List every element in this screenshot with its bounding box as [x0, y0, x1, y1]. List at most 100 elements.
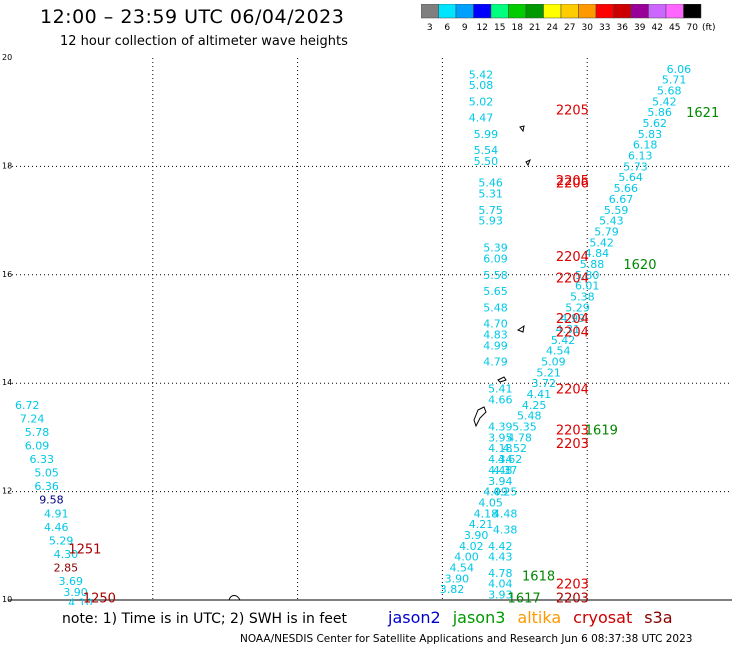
wave-height-label: 4.10: [68, 597, 93, 605]
wave-height-label: 4.39: [488, 421, 513, 434]
wave-height-label: 4.25: [493, 486, 518, 499]
time-annotation: 2205: [556, 103, 589, 118]
scale-label: 21: [529, 23, 540, 33]
time-annotation: 1620: [623, 258, 656, 273]
wave-height-label: 4.84: [585, 247, 610, 260]
wave-height-label: 4.52: [503, 442, 528, 455]
wave-height-label: 5.02: [469, 95, 494, 108]
wave-height-label: 4.78: [488, 567, 513, 580]
time-annotation: 2206: [556, 177, 589, 192]
wave-height-label: 4.70: [483, 318, 508, 331]
wave-height-label: 3.82: [440, 583, 465, 596]
scale-label: 45: [669, 23, 680, 33]
wave-height-label: 6.36: [34, 480, 59, 493]
time-annotation: 1618: [522, 570, 555, 585]
wave-height-label: 5.88: [580, 258, 605, 271]
wave-height-label: 4.46: [44, 521, 69, 534]
time-annotation: 2203: [556, 591, 589, 605]
wave-height-label: 5.42: [469, 68, 494, 81]
wave-height-label: 5.09: [541, 356, 566, 369]
wave-height-label: 3.69: [58, 575, 83, 588]
wave-height-label: 5.93: [478, 215, 503, 228]
wave-height-label: 5.48: [517, 410, 542, 423]
chart-title: 12:00 – 23:59 UTC 06/04/2023: [40, 6, 345, 28]
wave-height-label: 4.09: [483, 486, 508, 499]
wave-height-label: 4.25: [522, 399, 547, 412]
wave-height-label: 6.09: [483, 253, 508, 266]
scale-label: 39: [634, 23, 646, 33]
time-annotation: 1617: [508, 591, 541, 605]
time-annotation: 1621: [686, 106, 719, 121]
wave-height-label: 6.06: [667, 63, 692, 76]
wave-height-label: 5.38: [570, 290, 595, 303]
wave-height-label: 5.71: [662, 74, 687, 87]
wave-height-label: 5.05: [34, 467, 59, 480]
wave-height-label: 4.02: [459, 540, 484, 553]
wave-height-label: 4.42: [488, 540, 513, 553]
wave-height-label: 5.62: [643, 117, 668, 130]
wave-height-label: 4.83: [483, 328, 508, 341]
wave-height-label: 4.18: [488, 442, 513, 455]
wave-height-label: 5.64: [618, 171, 643, 184]
wave-height-label: 5.42: [589, 236, 614, 249]
wave-height-label: 3.94: [488, 475, 513, 488]
wave-height-label: 5.75: [478, 204, 503, 217]
wave-height-label: 6.01: [575, 280, 600, 293]
wave-height-label: 4.48: [493, 507, 518, 520]
wave-height-label: 5.41: [488, 383, 513, 396]
wave-height-label: 5.65: [483, 285, 508, 298]
legend-s3a: s3a: [644, 608, 673, 627]
wave-height-label: 2.85: [54, 561, 79, 574]
wave-height-label: 4.41: [527, 388, 552, 401]
island-outline: [519, 125, 525, 133]
island-outline: [473, 406, 487, 428]
wave-height-label: 5.21: [536, 366, 561, 379]
y-tick-label: 14: [2, 378, 12, 387]
wave-height-label: 4.48: [488, 464, 513, 477]
wave-height-label: 4.43: [488, 551, 513, 564]
wave-height-label: 5.08: [469, 79, 494, 92]
wave-height-label: 3.95: [488, 431, 513, 444]
wave-height-label: 4.54: [546, 345, 571, 358]
wave-height-label: 5.78: [25, 426, 50, 439]
time-annotation: 2204: [556, 312, 589, 327]
wave-height-label: 4.54: [449, 561, 474, 574]
wave-height-label: 9.58: [39, 494, 64, 507]
scale-label: 18: [512, 23, 524, 33]
wave-height-label: 4.99: [483, 339, 508, 352]
wave-height-label: 4.18: [474, 507, 499, 520]
scale-label: 36: [617, 23, 629, 33]
wave-height-label: 5.58: [483, 269, 508, 282]
legend-jason3: jason3: [452, 608, 506, 627]
wave-height-label: 7.24: [20, 412, 45, 425]
legend-jason2: jason2: [388, 608, 441, 627]
time-annotation: 2205: [556, 174, 589, 189]
wave-height-label: 5.43: [599, 215, 624, 228]
wave-height-label: 5.73: [623, 160, 648, 173]
satellite-legend: jason2 jason3 altika cryosat s3a: [388, 608, 685, 627]
time-annotation: 2203: [556, 437, 589, 452]
legend-cryosat: cryosat: [573, 608, 633, 627]
wave-height-label: 5.99: [474, 128, 499, 141]
footer-credit: NOAA/NESDIS Center for Satellite Applica…: [240, 633, 693, 645]
wave-height-label: 6.33: [30, 453, 55, 466]
wave-height-label: 4.66: [488, 393, 513, 406]
wave-height-label: 5.80: [575, 269, 600, 282]
wave-height-label: 6.67: [609, 193, 634, 206]
chart-subtitle: 12 hour collection of altimeter wave hei…: [60, 34, 348, 49]
scale-unit: (ft): [702, 23, 716, 33]
scale-label: 70: [687, 23, 699, 33]
wave-height-label: 5.86: [647, 106, 672, 119]
wave-height-label: 5.59: [604, 204, 629, 217]
wave-height-label: 5.48: [483, 301, 508, 314]
wave-height-label: 6.09: [25, 440, 50, 453]
y-tick-label: 16: [2, 270, 12, 279]
wave-height-label: 5.29: [49, 534, 74, 547]
wave-height-label: 4.78: [507, 431, 532, 444]
wave-height-label: 6.13: [628, 150, 653, 163]
island-outline: [525, 158, 531, 167]
wave-height-label: 3.90: [63, 586, 88, 599]
wave-height-label: 4.91: [44, 507, 69, 520]
time-annotation: 1250: [83, 591, 116, 605]
